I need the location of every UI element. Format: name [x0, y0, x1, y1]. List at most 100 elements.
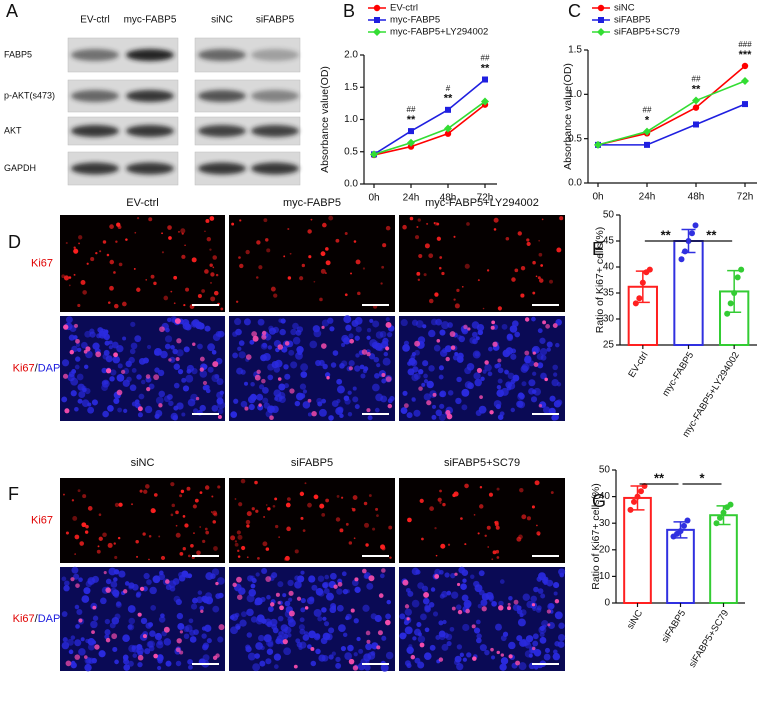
ki67-spot — [556, 247, 562, 253]
row-label-part: DAPI — [38, 613, 64, 625]
dapi-cell — [61, 396, 68, 403]
dapi-cell — [140, 617, 148, 625]
dapi-cell — [543, 653, 551, 661]
dapi-cell — [318, 654, 326, 662]
dapi-cell — [61, 611, 68, 617]
dapi-cell — [83, 364, 89, 370]
ki67-spot — [304, 482, 307, 485]
dapi-cell — [389, 395, 395, 402]
dapi-cell — [456, 376, 462, 383]
dapi-cell — [116, 374, 125, 382]
dapi-cell — [322, 583, 328, 589]
dapi-cell — [438, 374, 444, 380]
dapi-cell — [344, 652, 353, 661]
merged-spot — [261, 330, 267, 336]
merged-spot — [92, 605, 97, 610]
dapi-cell — [129, 384, 137, 392]
merged-spot — [200, 609, 204, 613]
dapi-cell — [235, 328, 242, 336]
merged-spot — [450, 345, 456, 350]
ki67-spot — [278, 536, 281, 538]
dapi-cell — [152, 575, 161, 584]
dapi-cell — [124, 581, 130, 586]
y-tick-label: 40 — [603, 262, 615, 273]
ki67-spot — [73, 246, 76, 249]
ki67-spot — [325, 260, 331, 266]
merged-spot — [192, 342, 196, 346]
ki67-spot — [273, 293, 278, 298]
dapi-cell — [138, 393, 145, 400]
merged-spot — [236, 576, 242, 583]
ki67-spot — [534, 480, 540, 486]
ki67-spot — [82, 290, 87, 295]
merged-spot — [85, 346, 91, 352]
merged-spot — [515, 660, 521, 666]
merged-spot — [419, 642, 425, 648]
dapi-cell — [411, 397, 416, 402]
dapi-cell — [439, 390, 447, 398]
ki67-spot — [320, 251, 326, 257]
ki67-spot — [210, 511, 213, 513]
dapi-cell — [123, 408, 128, 413]
dapi-cell — [540, 354, 547, 361]
dapi-cell — [77, 398, 83, 404]
ki67-spot — [246, 511, 252, 517]
ki67-spot — [148, 558, 150, 561]
dapi-cell — [78, 391, 86, 399]
ki67-spot — [168, 236, 172, 240]
dapi-cell — [321, 607, 327, 613]
dapi-cell — [172, 348, 178, 355]
column-label: siFABP5 — [291, 457, 333, 469]
ki67-spot — [532, 291, 536, 295]
dapi-cell — [455, 604, 462, 610]
dapi-cell — [539, 636, 547, 644]
merged-spot — [454, 572, 458, 576]
ki67-spot — [491, 558, 494, 561]
ki67-spot — [258, 265, 263, 270]
merged-spot — [418, 386, 423, 391]
ki67-spot — [514, 268, 519, 273]
dapi-cell — [271, 405, 279, 414]
ki67-spot — [376, 514, 379, 517]
dapi-cell — [546, 579, 554, 587]
merged-spot — [410, 654, 416, 660]
ki67-spot — [479, 486, 483, 489]
dapi-cell — [461, 594, 469, 602]
dapi-cell — [445, 633, 453, 641]
merged-spot — [533, 362, 539, 367]
dapi-cell — [92, 615, 99, 621]
dapi-cell — [230, 626, 238, 635]
lane-label: myc-FABP5 — [124, 15, 177, 26]
merged-spot — [62, 373, 69, 379]
x-tick-label: 72h — [737, 192, 754, 203]
dapi-cell — [450, 572, 456, 579]
dapi-cell — [164, 343, 171, 350]
lane-label: siNC — [211, 15, 233, 26]
dapi-cell — [127, 605, 136, 613]
merged-spot — [269, 415, 274, 421]
dapi-cell — [173, 382, 180, 389]
dapi-cell — [307, 644, 312, 649]
merged-spot — [552, 323, 558, 328]
dapi-cell — [104, 629, 111, 636]
dapi-cell — [322, 632, 331, 641]
dapi-cell — [531, 316, 536, 322]
dapi-cell — [441, 590, 448, 598]
ki67-spot — [182, 547, 186, 551]
ki67-spot — [436, 222, 440, 226]
legend-label: myc-FABP5+LY294002 — [390, 27, 488, 38]
x-tick-label: 24h — [639, 192, 656, 203]
merged-spot — [366, 639, 371, 644]
dapi-cell — [341, 571, 347, 577]
ki67-spot — [287, 276, 292, 280]
merged-spot — [215, 581, 219, 586]
dapi-cell — [421, 382, 426, 387]
dapi-cell — [288, 597, 293, 602]
ki67-spot — [435, 554, 438, 557]
significance: ** — [692, 83, 701, 95]
legend-label: siFABP5+SC79 — [614, 27, 680, 38]
dapi-cell — [364, 664, 371, 671]
dapi-cell — [144, 648, 151, 655]
merged-spot — [158, 403, 163, 408]
ki67-spot — [209, 248, 212, 251]
